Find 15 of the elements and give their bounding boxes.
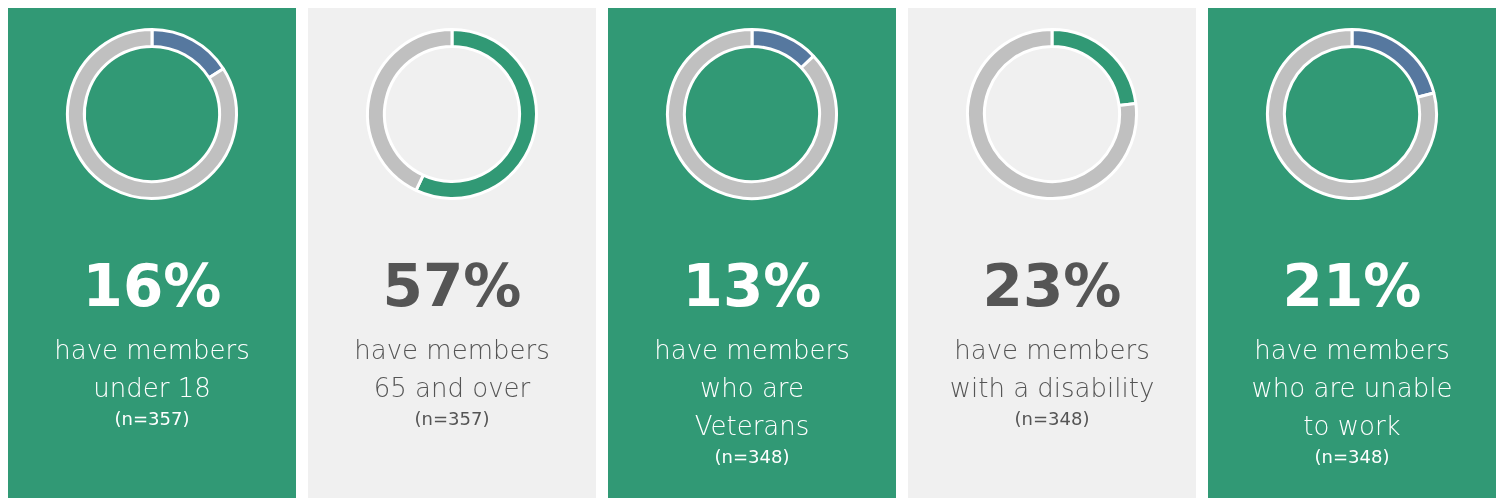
text: (n=357) (113, 407, 191, 431)
text: have members who are Veterans (653, 334, 851, 443)
text: (n=348) (1013, 407, 1091, 431)
text: 16% (81, 251, 223, 321)
text: have members who are unable to work (1250, 334, 1454, 443)
text: 13% (681, 251, 823, 321)
text: have members 65 and over (353, 334, 551, 405)
text: have members with a disability (948, 334, 1156, 405)
text: 21% (1281, 251, 1423, 321)
text: (n=348) (713, 445, 791, 469)
text: (n=348) (1313, 445, 1391, 469)
text: 23% (981, 251, 1123, 321)
text: 57% (381, 251, 523, 321)
text: have members under 18 (53, 334, 251, 405)
text: (n=357) (413, 407, 491, 431)
